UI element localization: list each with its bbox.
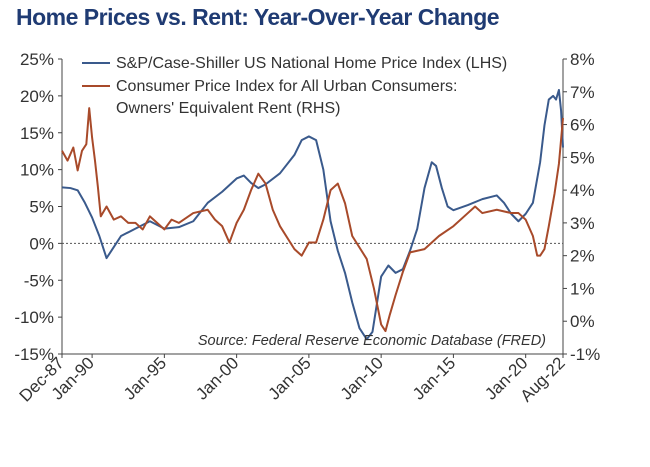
x-tick-label: Jan-05 bbox=[265, 353, 315, 403]
y-right-tick-label: 2% bbox=[570, 247, 595, 266]
y-left-tick-label: -10% bbox=[14, 308, 54, 327]
y-right-tick-label: 0% bbox=[570, 312, 595, 331]
y-right-tick-label: 6% bbox=[570, 116, 595, 135]
series-line-owners-equivalent-rent bbox=[61, 107, 564, 333]
y-left-tick-label: 15% bbox=[20, 124, 54, 143]
y-left-tick-label: -15% bbox=[14, 345, 54, 364]
series-line-home-price-index bbox=[61, 88, 564, 341]
x-tick-label: Jan-95 bbox=[120, 353, 170, 403]
y-left-tick-label: 10% bbox=[20, 161, 54, 180]
y-right-tick-label: 7% bbox=[570, 83, 595, 102]
y-left-tick-label: -5% bbox=[24, 271, 54, 290]
y-left-tick-label: 0% bbox=[29, 234, 54, 253]
y-right-tick-label: -1% bbox=[570, 345, 600, 364]
x-tick-label: Jan-00 bbox=[192, 353, 242, 403]
source-note: Source: Federal Reserve Economic Databas… bbox=[198, 333, 546, 349]
y-left-tick-label: 25% bbox=[20, 50, 54, 69]
y-left-tick-label: 20% bbox=[20, 87, 54, 106]
legend-label: Consumer Price Index for All Urban Consu… bbox=[116, 78, 457, 95]
y-right-tick-label: 3% bbox=[570, 214, 595, 233]
y-right-tick-label: 1% bbox=[570, 279, 595, 298]
x-tick-label: Jan-10 bbox=[337, 353, 387, 403]
y-left-tick-label: 5% bbox=[29, 198, 54, 217]
y-right-tick-label: 5% bbox=[570, 148, 595, 167]
legend-label: Owners' Equivalent Rent (RHS) bbox=[116, 100, 340, 117]
y-right-tick-label: 4% bbox=[570, 181, 595, 200]
y-right-tick-label: 8% bbox=[570, 50, 595, 69]
chart-title: Home Prices vs. Rent: Year-Over-Year Cha… bbox=[16, 4, 500, 30]
x-tick-label: Jan-15 bbox=[409, 353, 459, 403]
legend-label: S&P/Case-Shiller US National Home Price … bbox=[116, 55, 507, 72]
